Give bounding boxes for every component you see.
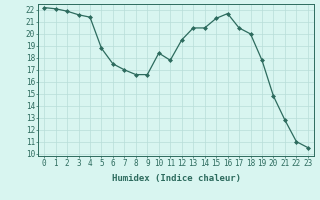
- X-axis label: Humidex (Indice chaleur): Humidex (Indice chaleur): [111, 174, 241, 183]
